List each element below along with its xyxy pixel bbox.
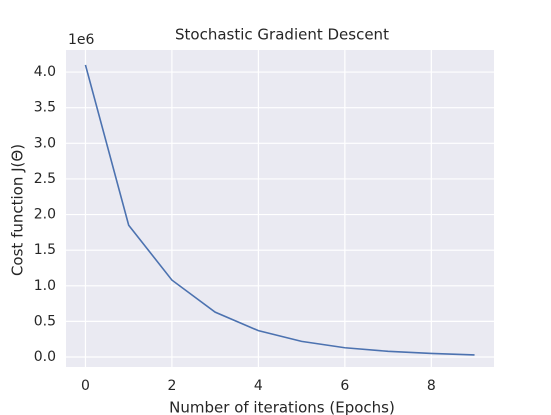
- x-axis-label: Number of iterations (Epochs): [169, 399, 395, 415]
- x-tick-label: 0: [81, 378, 90, 394]
- y-offset-label: 1e6: [68, 32, 95, 48]
- y-tick-label: 0.5: [34, 313, 56, 329]
- chart-title: Stochastic Gradient Descent: [175, 26, 389, 44]
- y-tick-label: 1.5: [34, 242, 56, 258]
- y-tick-label: 3.0: [34, 135, 56, 151]
- y-tick-label: 1.0: [34, 278, 56, 294]
- x-tick-label: 4: [254, 378, 263, 394]
- y-tick-label: 0.0: [34, 349, 56, 365]
- y-tick-label: 4.0: [34, 64, 56, 80]
- y-tick-label: 2.5: [34, 171, 56, 187]
- y-tick-label: 2.0: [34, 207, 56, 223]
- y-tick-label: 3.5: [34, 100, 56, 116]
- x-tick-label: 8: [427, 378, 436, 394]
- y-axis-label: Cost function J(Θ): [9, 144, 27, 276]
- plot-background: [66, 50, 494, 367]
- x-tick-label: 6: [340, 378, 349, 394]
- x-tick-label: 2: [167, 378, 176, 394]
- line: [84, 64, 475, 356]
